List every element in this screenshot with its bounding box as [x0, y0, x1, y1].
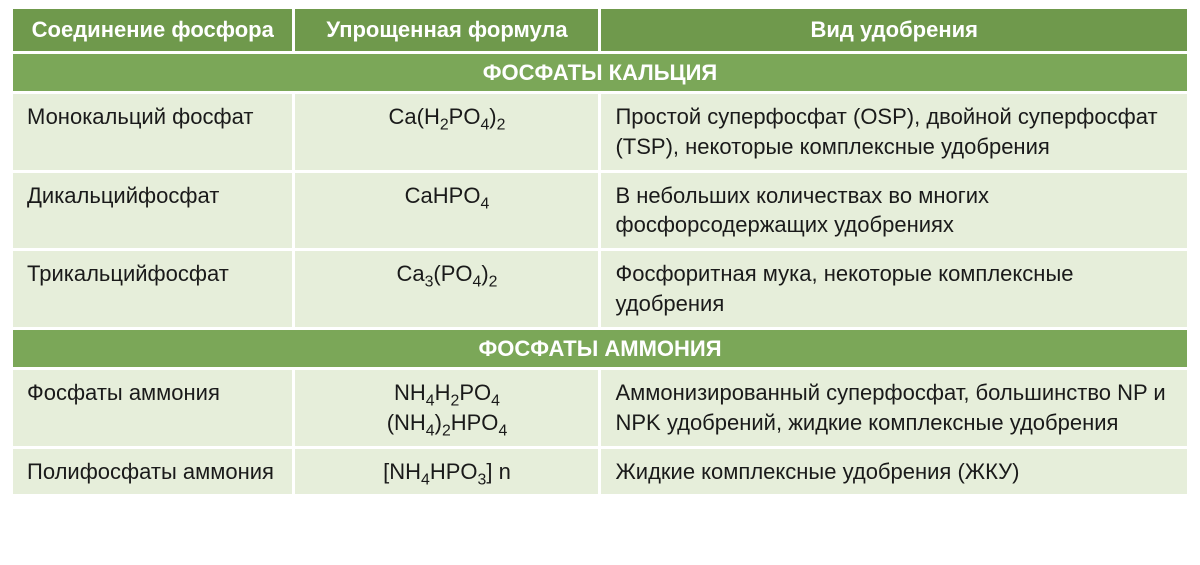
cell-formula: Ca(H2PO4)2 [294, 93, 600, 171]
cell-fertilizer: Фосфоритная мука, некоторые комплексные … [600, 250, 1189, 328]
cell-formula: Ca3(PO4)2 [294, 250, 600, 328]
section-title: ФОСФАТЫ КАЛЬЦИЯ [12, 52, 1189, 93]
cell-formula: [NH4HPO3] n [294, 447, 600, 496]
table-header-row: Соединение фосфора Упрощенная формула Ви… [12, 8, 1189, 53]
cell-compound: Фосфаты аммония [12, 369, 294, 447]
col-header-fertilizer: Вид удобрения [600, 8, 1189, 53]
col-header-compound: Соединение фосфора [12, 8, 294, 53]
cell-compound: Дикальцийфосфат [12, 171, 294, 249]
cell-compound: Полифосфаты аммония [12, 447, 294, 496]
cell-compound: Трикальцийфосфат [12, 250, 294, 328]
cell-fertilizer: Жидкие комплексные удобрения (ЖКУ) [600, 447, 1189, 496]
cell-fertilizer: Простой суперфосфат (OSP), двойной супер… [600, 93, 1189, 171]
cell-fertilizer: В небольших количествах во многих фосфор… [600, 171, 1189, 249]
phosphorus-compounds-table: Соединение фосфора Упрощенная формула Ви… [10, 6, 1190, 497]
table-row: Монокальций фосфатCa(H2PO4)2Простой супе… [12, 93, 1189, 171]
table-row: Полифосфаты аммония[NH4HPO3] nЖидкие ком… [12, 447, 1189, 496]
table-row: ДикальцийфосфатCaHPO4В небольших количес… [12, 171, 1189, 249]
cell-fertilizer: Аммонизированный суперфосфат, большинств… [600, 369, 1189, 447]
section-header: ФОСФАТЫ АММОНИЯ [12, 328, 1189, 369]
col-header-formula: Упрощенная формула [294, 8, 600, 53]
table-body: ФОСФАТЫ КАЛЬЦИЯМонокальций фосфатCa(H2PO… [12, 52, 1189, 496]
cell-compound: Монокальций фосфат [12, 93, 294, 171]
table-row: ТрикальцийфосфатCa3(PO4)2Фосфоритная мук… [12, 250, 1189, 328]
section-header: ФОСФАТЫ КАЛЬЦИЯ [12, 52, 1189, 93]
table-row: Фосфаты аммонияNH4H2PO4 (NH4)2HPO4Аммони… [12, 369, 1189, 447]
cell-formula: CaHPO4 [294, 171, 600, 249]
cell-formula: NH4H2PO4 (NH4)2HPO4 [294, 369, 600, 447]
section-title: ФОСФАТЫ АММОНИЯ [12, 328, 1189, 369]
